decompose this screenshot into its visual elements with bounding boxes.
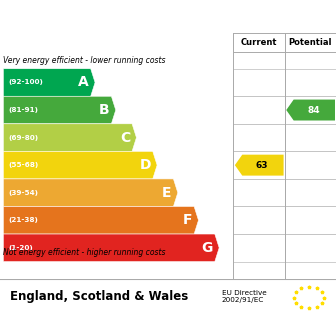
- Text: Potential: Potential: [289, 38, 332, 47]
- Text: Energy Efficiency Rating: Energy Efficiency Rating: [57, 9, 279, 24]
- Bar: [285, 234, 336, 261]
- Bar: [285, 33, 336, 51]
- Text: F: F: [183, 213, 193, 227]
- Bar: [233, 33, 285, 51]
- Polygon shape: [3, 179, 178, 206]
- Text: 63: 63: [256, 161, 268, 170]
- Text: D: D: [139, 158, 151, 172]
- Bar: [233, 206, 285, 234]
- Polygon shape: [3, 234, 219, 261]
- Text: Not energy efficient - higher running costs: Not energy efficient - higher running co…: [3, 249, 166, 257]
- Polygon shape: [3, 124, 136, 152]
- Text: EU Directive
2002/91/EC: EU Directive 2002/91/EC: [222, 290, 266, 303]
- Polygon shape: [3, 206, 199, 234]
- Text: 84: 84: [307, 106, 320, 115]
- Polygon shape: [3, 69, 95, 96]
- Bar: [285, 124, 336, 152]
- Text: (92-100): (92-100): [8, 79, 43, 85]
- Bar: [285, 96, 336, 124]
- Bar: [233, 124, 285, 152]
- Bar: [233, 152, 285, 179]
- Polygon shape: [3, 152, 157, 179]
- Text: E: E: [162, 186, 172, 200]
- Text: (81-91): (81-91): [8, 107, 38, 113]
- Bar: [285, 206, 336, 234]
- Text: (1-20): (1-20): [8, 245, 33, 251]
- Text: (21-38): (21-38): [8, 217, 38, 223]
- Text: G: G: [202, 241, 213, 255]
- Text: (69-80): (69-80): [8, 135, 39, 140]
- Polygon shape: [286, 100, 335, 121]
- Bar: [285, 69, 336, 96]
- Text: C: C: [120, 131, 130, 145]
- Bar: [233, 69, 285, 96]
- Text: (39-54): (39-54): [8, 190, 38, 196]
- Text: (55-68): (55-68): [8, 162, 39, 168]
- Bar: [233, 234, 285, 261]
- Polygon shape: [3, 96, 116, 124]
- Bar: [233, 179, 285, 206]
- Bar: [233, 96, 285, 124]
- Bar: [285, 152, 336, 179]
- Text: England, Scotland & Wales: England, Scotland & Wales: [10, 290, 188, 303]
- Polygon shape: [235, 155, 284, 175]
- Text: Very energy efficient - lower running costs: Very energy efficient - lower running co…: [3, 56, 166, 65]
- Text: Current: Current: [241, 38, 277, 47]
- Text: A: A: [78, 76, 89, 89]
- Text: B: B: [99, 103, 110, 117]
- Bar: [285, 179, 336, 206]
